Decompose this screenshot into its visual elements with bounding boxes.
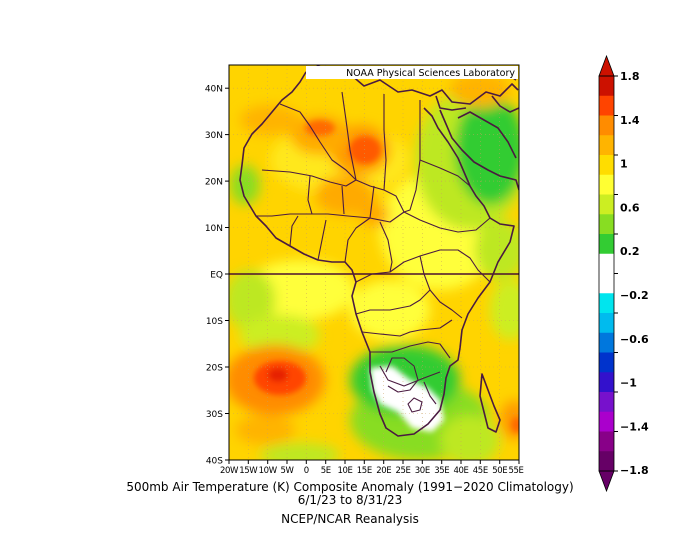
lat-label-eq: EQ: [210, 271, 223, 281]
lon-label-35E: 35E: [434, 466, 449, 476]
colorbar-frame: [598, 75, 615, 472]
colorbar-segment: [599, 313, 614, 334]
country-borders: [256, 91, 491, 413]
colorbar-segment: [599, 194, 614, 215]
colorbar-segment: [599, 76, 614, 97]
lon-label-5W: 5W: [280, 466, 294, 476]
colorbar-label-neg1.4: −1.4: [620, 420, 649, 433]
colorbar-segment: [599, 451, 614, 472]
colorbar-segment: [599, 253, 614, 274]
lon-label-20W: 20W: [220, 466, 239, 476]
colorbar-segment: [599, 431, 614, 452]
caption-source: NCEP/NCAR Reanalysis: [281, 512, 419, 526]
colorbar-label-0.6: 0.6: [620, 201, 640, 214]
colorbar-label-neg0.6: −0.6: [620, 333, 649, 346]
lon-label-45E: 45E: [473, 466, 488, 476]
colorbar-segment: [599, 392, 614, 413]
colorbar-segment: [599, 155, 614, 176]
lon-label-25E: 25E: [396, 466, 411, 476]
colorbar: [598, 54, 618, 493]
colorbar-segment: [599, 135, 614, 156]
caption-dates: 6/1/23 to 8/31/23: [297, 493, 403, 507]
colorbar-label-1.8: 1.8: [620, 70, 640, 83]
lat-label-30N: 30N: [205, 131, 223, 141]
lon-label-15W: 15W: [239, 466, 258, 476]
lon-label-10W: 10W: [259, 466, 278, 476]
lon-label-50E: 50E: [492, 466, 507, 476]
anomaly-field: [229, 65, 519, 460]
lon-label-55E: 55E: [509, 466, 524, 476]
lat-label-20N: 20N: [205, 178, 223, 188]
colorbar-segment: [599, 273, 614, 294]
lon-label-0: 0: [304, 466, 309, 476]
lat-label-40N: 40N: [205, 85, 223, 95]
colorbar-labels: 1.8 1.4 1 0.6 0.2 −0.2 −0.6 −1 −1.4 −1.8: [620, 70, 649, 477]
lat-label-10N: 10N: [205, 224, 223, 234]
map-frame: [228, 64, 520, 461]
lon-label-40E: 40E: [454, 466, 469, 476]
colorbar-label-neg0.2: −0.2: [620, 289, 649, 302]
caption-title: 500mb Air Temperature (K) Composite Anom…: [126, 480, 574, 494]
colorbar-segment: [599, 352, 614, 373]
colorbar-label-0.2: 0.2: [620, 245, 640, 258]
colorbar-segment: [599, 411, 614, 432]
colorbar-label-neg1.8: −1.8: [620, 464, 649, 477]
lon-label-15E: 15E: [357, 466, 372, 476]
colorbar-segment: [599, 214, 614, 235]
lab-title: NOAA Physical Sciences Laboratory: [346, 68, 515, 79]
lon-label-30E: 30E: [415, 466, 430, 476]
lab-title-box: [306, 66, 518, 79]
colorbar-label-1.4: 1.4: [620, 114, 640, 127]
lat-label-10S: 10S: [206, 317, 223, 327]
colorbar-segment: [599, 95, 614, 116]
colorbar-segment: [599, 293, 614, 314]
colorbar-label-1: 1: [620, 158, 628, 171]
lon-label-20E: 20E: [376, 466, 391, 476]
colorbar-segment: [599, 174, 614, 195]
axis-ticks: [225, 87, 520, 464]
lon-label-5E: 5E: [321, 466, 331, 476]
lon-label-10E: 10E: [338, 466, 353, 476]
colorbar-label-neg1: −1: [620, 377, 637, 390]
colorbar-arrow-up: [598, 54, 615, 77]
lat-label-40S: 40S: [206, 457, 223, 467]
colorbar-segment: [599, 234, 614, 255]
lat-label-20S: 20S: [206, 364, 223, 374]
colorbar-segment: [599, 372, 614, 393]
colorbar-segment: [599, 332, 614, 353]
colorbar-segment: [599, 115, 614, 136]
lat-label-30S: 30S: [206, 410, 223, 420]
